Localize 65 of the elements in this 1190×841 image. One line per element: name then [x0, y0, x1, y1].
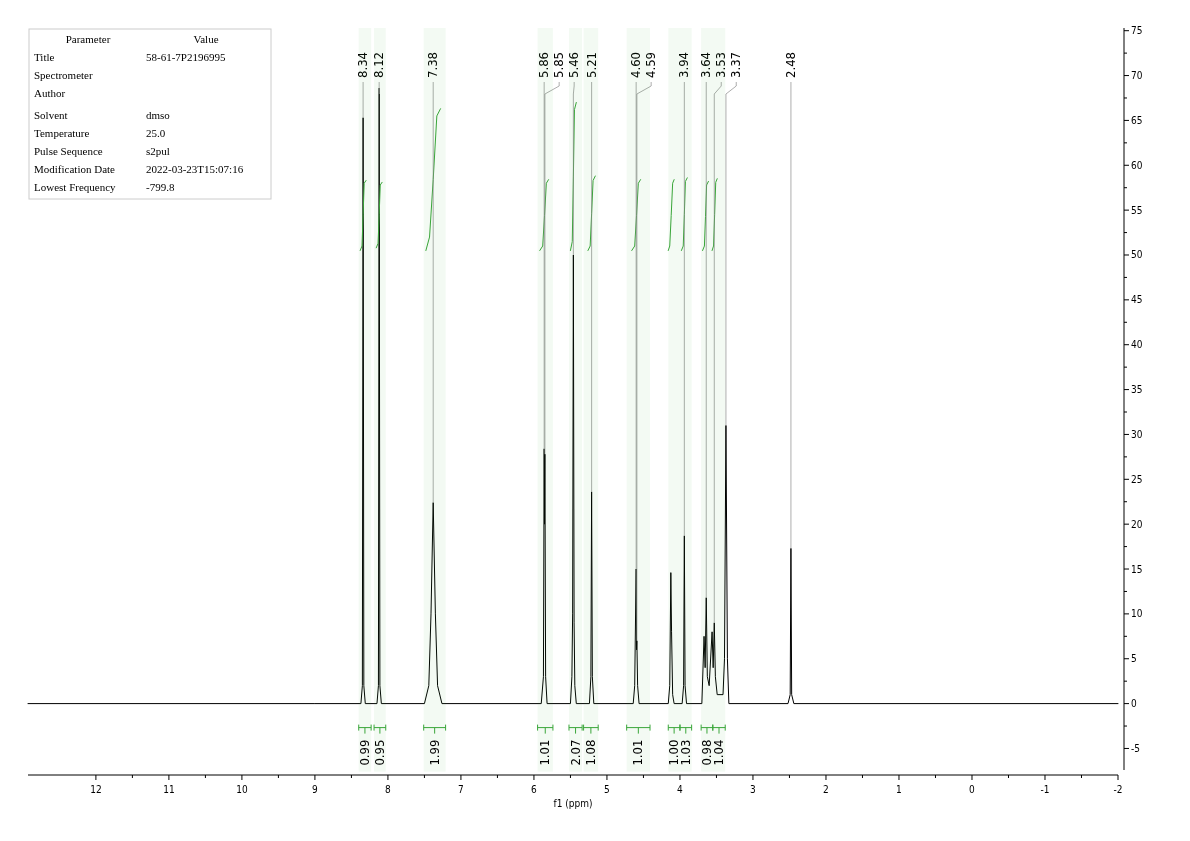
band-label: 1.99: [426, 739, 442, 766]
text: Temperature 25.0: [34, 127, 166, 139]
y-tick-label: 25: [1131, 473, 1143, 485]
x-tick-label: 4: [677, 784, 684, 795]
annotation: 2.48: [782, 51, 798, 78]
annotation: 5.85: [551, 51, 567, 78]
y-tick-label: 10: [1131, 608, 1143, 620]
y-tick-label: 5: [1131, 653, 1137, 665]
annotation: Spectrometer: [34, 69, 93, 81]
y-tick-label: 0: [1131, 698, 1137, 710]
x-tick-label: -1: [1040, 784, 1050, 795]
band-label: 2.07: [567, 739, 583, 766]
y-tick-label: 65: [1131, 114, 1143, 126]
band-label: 1.01: [537, 739, 553, 766]
annotation: 3.53: [713, 51, 729, 78]
x-tick-label: 9: [312, 784, 319, 795]
y-tick-label: 60: [1131, 159, 1143, 171]
x-tick-label: 6: [531, 784, 538, 795]
annotation: Author: [34, 87, 66, 99]
x-tick-label: 11: [163, 784, 175, 795]
band-label: 1.01: [630, 739, 646, 766]
text: Solvent dmso: [34, 109, 170, 121]
x-tick-label: 3: [750, 784, 756, 795]
x-axis-title: f1 (ppm): [553, 798, 593, 809]
y-tick-label: 20: [1131, 518, 1143, 530]
annotation: 8.12: [371, 51, 387, 78]
y-tick-label: 50: [1131, 249, 1143, 261]
x-tick-label: 10: [236, 784, 248, 795]
annotation: 4.59: [643, 51, 659, 78]
annotation: 7.38: [425, 51, 441, 78]
annotation: 4.60: [628, 51, 644, 78]
text: Lowest Frequency -799.8: [34, 181, 175, 193]
annotation: 3.37: [728, 51, 744, 78]
text: Parameter Value: [65, 33, 219, 45]
band-label: 0.99: [356, 739, 372, 766]
x-tick-label: 8: [385, 784, 392, 795]
annotation: 8.34: [355, 51, 371, 78]
band-label: 0.98: [698, 739, 714, 766]
x-tick-label: 0: [969, 784, 976, 795]
text: Pulse Sequence s2pul: [34, 145, 170, 157]
y-tick-label: 55: [1131, 204, 1143, 216]
x-tick-label: 7: [458, 784, 464, 795]
annotation: 3.64: [698, 51, 714, 78]
y-tick-label: 75: [1131, 25, 1143, 37]
band-label: 1.04: [711, 739, 727, 766]
text: Modification Date 2022-03-23T15:07:16: [34, 163, 244, 175]
y-tick-label: 45: [1131, 294, 1143, 306]
x-tick-label: 5: [604, 784, 610, 795]
y-tick-label: 15: [1131, 563, 1143, 575]
annotation: 5.86: [536, 51, 552, 78]
y-tick-label: 35: [1131, 384, 1143, 396]
x-tick-label: 2: [823, 784, 829, 795]
y-tick-label: 40: [1131, 339, 1143, 351]
y-tick-label: 30: [1131, 428, 1143, 440]
band-label: 1.08: [582, 739, 598, 766]
x-tick-label: 12: [90, 784, 102, 795]
annotation: 5.46: [566, 51, 582, 78]
x-tick-label: -2: [1113, 784, 1123, 795]
annotation: 5.21: [583, 51, 599, 78]
y-tick-label: -5: [1131, 742, 1140, 754]
annotation: 3.94: [676, 51, 692, 78]
y-tick-label: 70: [1131, 70, 1143, 82]
x-tick-label: 1: [896, 784, 902, 795]
band-label: 0.95: [371, 739, 387, 766]
text: Title 58-61-7P2196995: [34, 51, 226, 63]
